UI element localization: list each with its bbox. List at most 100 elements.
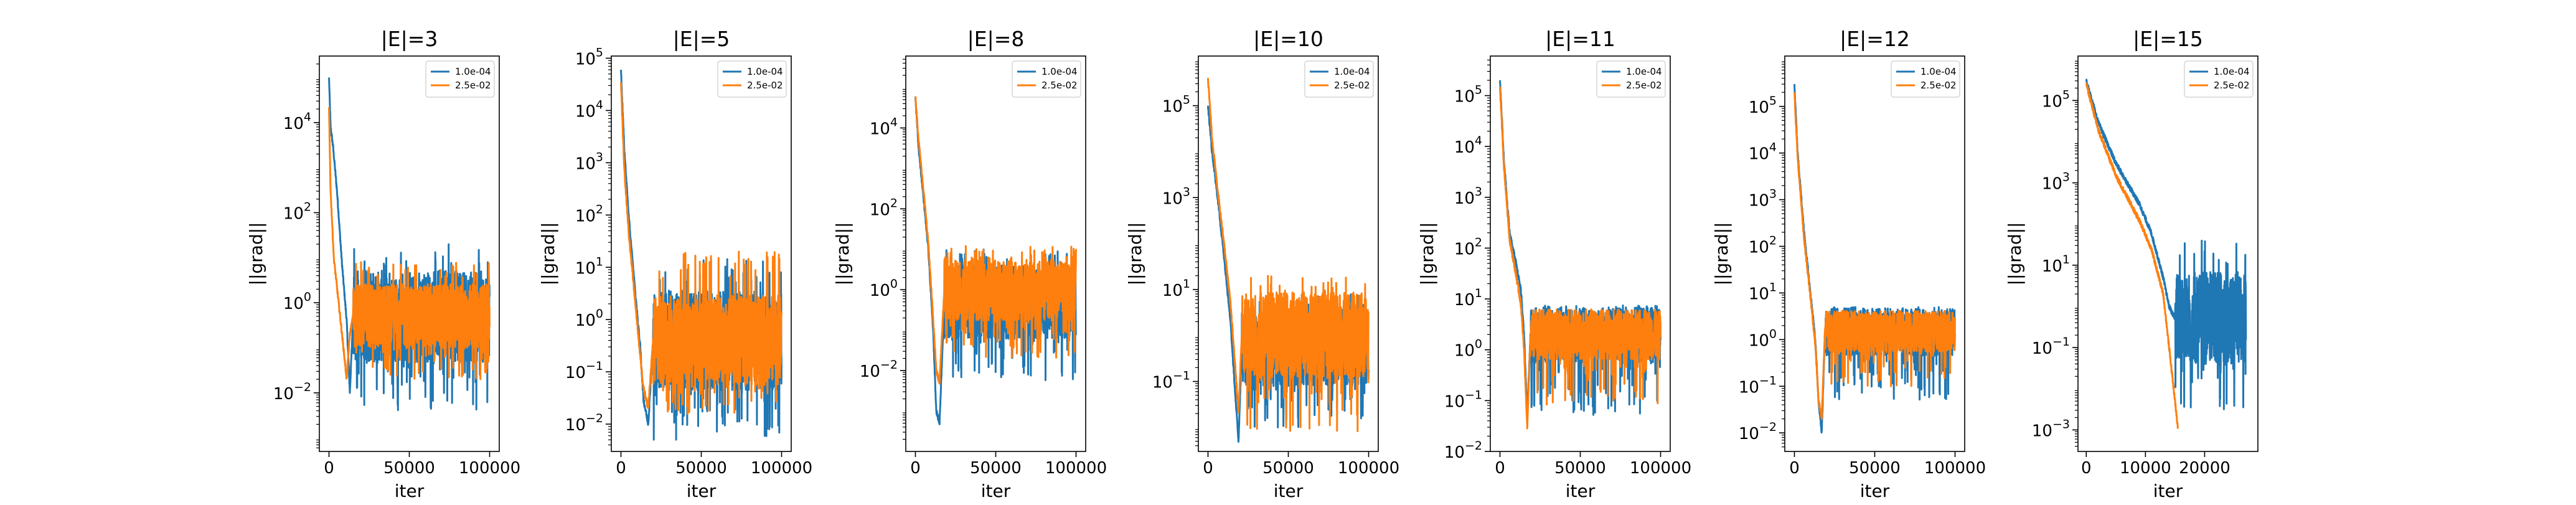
x-tick-label: 20000 (2179, 459, 2230, 478)
y-tick-label: 10−1 (1739, 374, 1777, 397)
series-group (1793, 84, 1956, 434)
legend-box (1891, 60, 1960, 98)
y-tick-label: 100 (870, 277, 898, 300)
series-line (1207, 78, 1370, 432)
y-axis-label: ||grad|| (246, 222, 266, 286)
y-tick-label: 10−2 (860, 358, 898, 381)
y-tick-label: 10−1 (565, 359, 603, 382)
x-tick-label: 0 (616, 459, 626, 478)
y-tick-label: 102 (870, 196, 898, 219)
y-tick-label: 101 (1749, 280, 1777, 303)
y-axis-label: ||grad|| (832, 222, 853, 286)
legend-box (1304, 60, 1374, 98)
panel-title: |E|=8 (967, 27, 1025, 51)
y-tick-label: 101 (2042, 252, 2070, 275)
y-tick-label: 105 (1454, 83, 1482, 106)
x-tick-label: 50000 (1262, 459, 1314, 478)
series-line (620, 82, 783, 415)
x-tick-label: 100000 (1338, 459, 1399, 478)
legend-entry: 1.0e-04 (747, 66, 783, 77)
x-axis-label: iter (687, 481, 717, 501)
series-group (620, 70, 783, 441)
chart-panel: 0 50000 100000 10−2 100 102 104 |E|=8 iter ||grad… (832, 27, 1107, 501)
y-tick-label: 102 (575, 202, 603, 225)
y-tick-label: 104 (1454, 134, 1482, 157)
x-tick-label: 0 (910, 459, 921, 478)
x-tick-label: 50000 (1554, 459, 1606, 478)
y-tick-label: 104 (283, 110, 311, 133)
y-tick-label: 101 (1162, 276, 1190, 300)
legend-entry: 2.5e-02 (1041, 80, 1078, 91)
x-tick-label: 100000 (1630, 459, 1691, 478)
legend-entry: 1.0e-04 (1041, 66, 1078, 77)
x-axis-label: iter (1566, 481, 1596, 501)
series-line (2085, 82, 2179, 429)
x-tick-label: 0 (1203, 459, 1213, 478)
y-tick-label: 104 (575, 98, 603, 121)
panel-title: |E|=15 (2133, 27, 2203, 51)
legend-box (1596, 60, 1666, 98)
legend-box (2184, 60, 2254, 98)
y-tick-label: 10−1 (1152, 369, 1190, 392)
y-tick-label: 104 (870, 115, 898, 138)
y-tick-label: 100 (283, 290, 311, 313)
series-line (914, 96, 1077, 385)
legend-box (1012, 60, 1081, 98)
legend: 1.0e-04 2.5e-02 (1596, 60, 1666, 98)
x-tick-label: 50000 (675, 459, 727, 478)
y-tick-label: 104 (1749, 140, 1777, 163)
x-tick-label: 0 (1495, 459, 1505, 478)
legend: 1.0e-04 2.5e-02 (717, 60, 787, 98)
series-line (1499, 87, 1662, 430)
x-tick-label: 0 (2081, 459, 2092, 478)
panel-title: |E|=11 (1545, 27, 1615, 51)
y-tick-label: 103 (1162, 185, 1190, 208)
x-tick-label: 0 (324, 459, 334, 478)
y-tick-label: 105 (575, 45, 603, 68)
axes-frame (2077, 55, 2259, 452)
series-group (2085, 78, 2247, 429)
x-axis-label: iter (981, 481, 1011, 501)
y-tick-label: 103 (1749, 187, 1777, 210)
axes-frame (1784, 55, 1965, 452)
legend-entry: 2.5e-02 (1626, 80, 1662, 91)
legend-entry: 1.0e-04 (1920, 66, 1957, 77)
legend-entry: 1.0e-04 (1334, 66, 1370, 77)
y-tick-label: 102 (283, 200, 311, 223)
y-tick-label: 105 (1162, 93, 1190, 116)
y-tick-label: 10−2 (565, 412, 603, 435)
y-tick-label: 100 (1749, 327, 1777, 350)
x-tick-label: 0 (1789, 459, 1800, 478)
legend-entry: 2.5e-02 (2214, 80, 2250, 91)
y-tick-label: 10−3 (2032, 417, 2070, 440)
series-line (1207, 105, 1370, 443)
x-axis-label: iter (395, 481, 425, 501)
legend-entry: 1.0e-04 (455, 66, 491, 77)
y-tick-label: 105 (1749, 93, 1777, 116)
series-line (1793, 84, 1956, 434)
legend: 1.0e-04 2.5e-02 (1012, 60, 1081, 98)
x-tick-label: 50000 (1849, 459, 1901, 478)
legend: 1.0e-04 2.5e-02 (425, 60, 495, 98)
legend-entry: 1.0e-04 (1626, 66, 1662, 77)
legend-entry: 2.5e-02 (455, 80, 491, 91)
legend-box (717, 60, 787, 98)
series-group (914, 96, 1077, 425)
x-axis-label: iter (1860, 481, 1890, 501)
chart-panel: 0 50000 100000 10−2 10−1 100 101 102 103 104 105 |E… (1711, 27, 1986, 501)
y-tick-label: 100 (575, 307, 603, 330)
y-tick-label: 10−1 (1444, 388, 1482, 411)
series-line (2085, 78, 2247, 410)
legend-entry: 2.5e-02 (747, 80, 783, 91)
panel-title: |E|=5 (673, 27, 730, 51)
y-axis-label: ||grad|| (1711, 222, 1732, 286)
chart-panel: 0 50000 100000 10−1 101 103 105 |E|=10 iter ||gra… (1125, 27, 1399, 501)
x-axis-label: iter (2153, 481, 2183, 501)
panel-title: |E|=3 (381, 27, 438, 51)
y-axis-label: ||grad|| (2005, 222, 2025, 286)
y-tick-label: 101 (1454, 286, 1482, 309)
x-tick-label: 100000 (751, 459, 812, 478)
x-tick-label: 50000 (970, 459, 1022, 478)
x-tick-label: 100000 (1924, 459, 1986, 478)
y-tick-label: 103 (1454, 184, 1482, 207)
